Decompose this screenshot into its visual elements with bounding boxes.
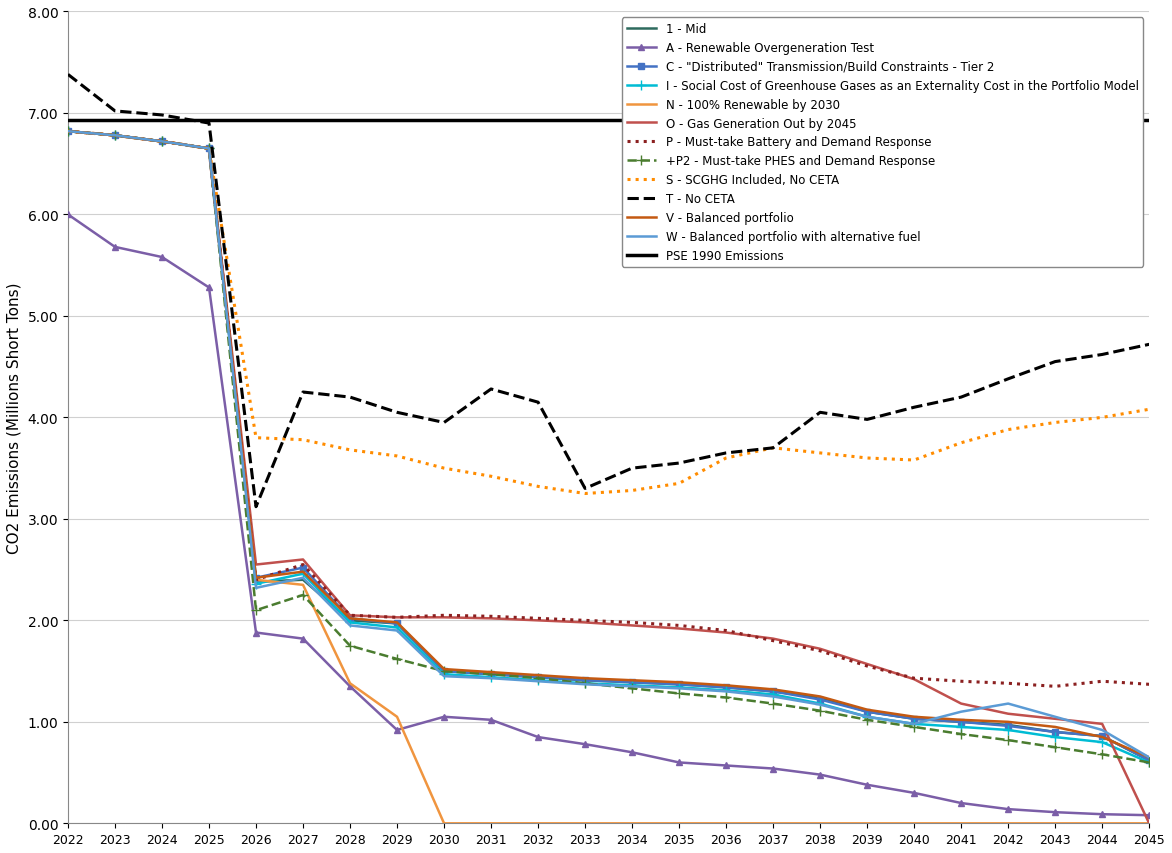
- Y-axis label: CO2 Emissions (Millions Short Tons): CO2 Emissions (Millions Short Tons): [7, 282, 22, 554]
- Legend: 1 - Mid, A - Renewable Overgeneration Test, C - "Distributed" Transmission/Build: 1 - Mid, A - Renewable Overgeneration Te…: [622, 18, 1143, 267]
